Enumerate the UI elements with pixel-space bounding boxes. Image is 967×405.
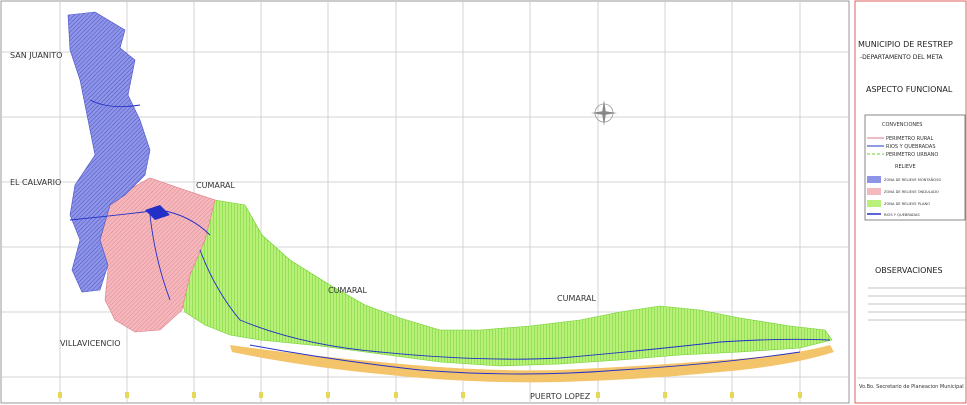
place-label: CUMARAL (196, 181, 236, 190)
grid-ticks (58, 392, 802, 398)
rivers (69, 99, 831, 375)
place-label: CUMARAL (557, 294, 597, 303)
observations-heading: OBSERVACIONES (875, 266, 943, 275)
river-border (230, 345, 834, 383)
signature: Vo.Bo. Secretario de Planeacion Municipa… (859, 384, 964, 390)
place-label: SAN JUANITO (10, 51, 62, 60)
legend-box (864, 114, 966, 221)
legend-heading: CONVENCIONES (882, 122, 922, 128)
panel-title: MUNICIPIO DE RESTREP (858, 40, 953, 49)
place-label: PUERTO LOPEZ (530, 392, 591, 401)
panel-subtitle: -DEPARTAMENTO DEL META (860, 54, 944, 61)
legend-heading: RELIEVE (895, 164, 916, 170)
legend-swatch (867, 200, 881, 207)
observation-lines (868, 287, 966, 321)
urban-area (145, 205, 170, 220)
legend-item: ZONA DE RELIEVE MONTAÑOSO (884, 177, 942, 182)
place-label: EL CALVARIO (10, 178, 61, 187)
undulating-relief-zone (99, 177, 216, 333)
legend-item: RIOS Y QUEBRADAS (884, 213, 920, 217)
panel-heading: ASPECTO FUNCIONAL (866, 85, 953, 94)
mountain-relief-zone (67, 11, 151, 293)
legend-item: PERIMETRO RURAL (886, 136, 933, 142)
place-label: VILLAVICENCIO (60, 339, 121, 348)
legend-item: ZONA DE RELIEVE ONDULADO (884, 190, 939, 194)
legend-item: ZONA DE RELIEVE PLANO (884, 202, 930, 206)
legend-item: RIOS Y QUEBRADAS (886, 144, 936, 150)
flat-relief-zone (177, 199, 833, 367)
place-label: CUMARAL (328, 286, 368, 295)
legend-swatch (867, 188, 881, 195)
legend-item: PERIMETRO URBANO (886, 152, 938, 158)
compass (591, 100, 617, 126)
legend-swatch (867, 176, 881, 183)
